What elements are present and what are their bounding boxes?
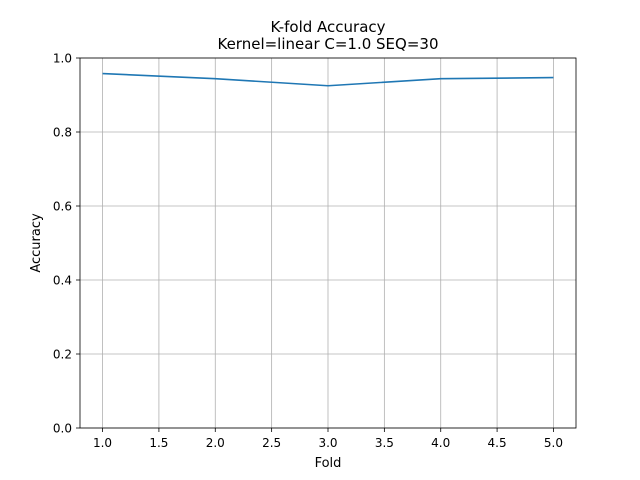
axis-ticks: 1.0 1.5 2.0 2.5 3.0 3.5 4.0 4.5 5.0 0.0 0.2 0.4 0.6 0… [53,52,563,451]
x-tick-label: 2.5 [262,436,281,450]
chart-subtitle: Kernel=linear C=1.0 SEQ=30 [217,35,438,53]
x-tick-label: 4.0 [431,436,450,450]
x-tick-label: 1.5 [149,436,168,450]
y-tick-label: 0.8 [53,126,72,140]
x-tick-label: 4.5 [488,436,507,450]
series [102,72,554,87]
grid [80,57,576,429]
y-tick-label: 0.4 [53,274,72,288]
y-tick-label: 0.0 [53,422,72,436]
y-axis-label: Accuracy [29,213,44,273]
x-axis-label: Fold [315,456,342,471]
chart-title: K-fold Accuracy [270,18,385,36]
accuracy-series-line [102,72,554,87]
x-tick-label: 3.5 [375,436,394,450]
x-tick-label: 5.0 [544,436,563,450]
y-tick-label: 1.0 [53,52,72,66]
y-tick-label: 0.2 [53,348,72,362]
x-tick-label: 3.0 [318,436,337,450]
y-tick-label: 0.6 [53,200,72,214]
x-tick-label: 1.0 [93,436,112,450]
x-tick-label: 2.0 [206,436,225,450]
